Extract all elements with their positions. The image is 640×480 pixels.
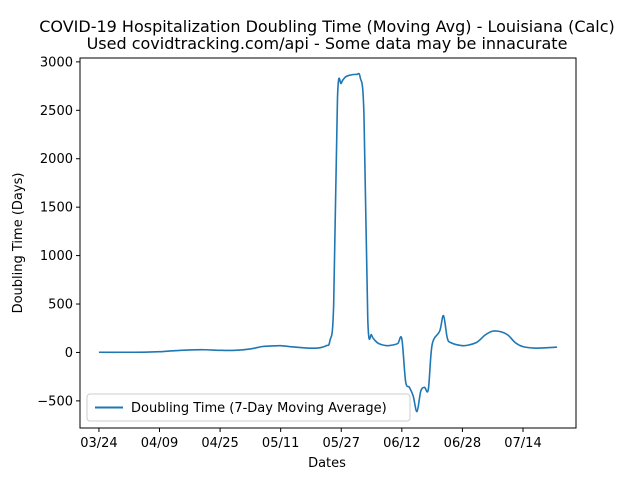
y-tick-label: −500 — [37, 394, 73, 409]
series-line-doubling-time — [98, 72, 558, 413]
y-tick-label: 3000 — [40, 55, 73, 70]
chart-title: COVID-19 Hospitalization Doubling Time (… — [39, 17, 615, 36]
y-tick-label: 500 — [48, 298, 73, 313]
plot-frame — [79, 57, 577, 429]
legend: Doubling Time (7-Day Moving Average) — [86, 393, 411, 422]
legend-label: Doubling Time (7-Day Moving Average) — [131, 401, 387, 416]
x-tick-label: 05/27 — [323, 436, 360, 451]
x-tick-label: 07/14 — [504, 436, 541, 451]
x-axis-ticks: 03/24 04/09 04/25 05/11 05/27 06/12 06/28 07/14 — [80, 428, 542, 451]
y-tick-label: 1000 — [40, 249, 73, 264]
x-tick-label: 04/09 — [141, 436, 178, 451]
plot-area — [80, 58, 576, 428]
x-axis-label: Dates — [308, 456, 346, 471]
y-axis-ticks: −500 0 500 1000 1500 2000 2500 3000 — [37, 55, 80, 409]
x-tick-label: 04/25 — [201, 436, 238, 451]
y-tick-label: 1500 — [40, 201, 73, 216]
legend-box — [86, 393, 411, 422]
y-tick-label: 2500 — [40, 104, 73, 119]
x-tick-label: 05/11 — [262, 436, 299, 451]
x-tick-label: 06/28 — [444, 436, 481, 451]
y-tick-label: 2000 — [40, 152, 73, 167]
x-tick-label: 03/24 — [80, 436, 117, 451]
series-layer — [98, 72, 558, 413]
y-axis-label: Doubling Time (Days) — [11, 173, 26, 314]
y-tick-label: 0 — [65, 346, 73, 361]
x-tick-label: 06/12 — [383, 436, 420, 451]
chart-subtitle: Used covidtracking.com/api - Some data m… — [87, 34, 568, 53]
